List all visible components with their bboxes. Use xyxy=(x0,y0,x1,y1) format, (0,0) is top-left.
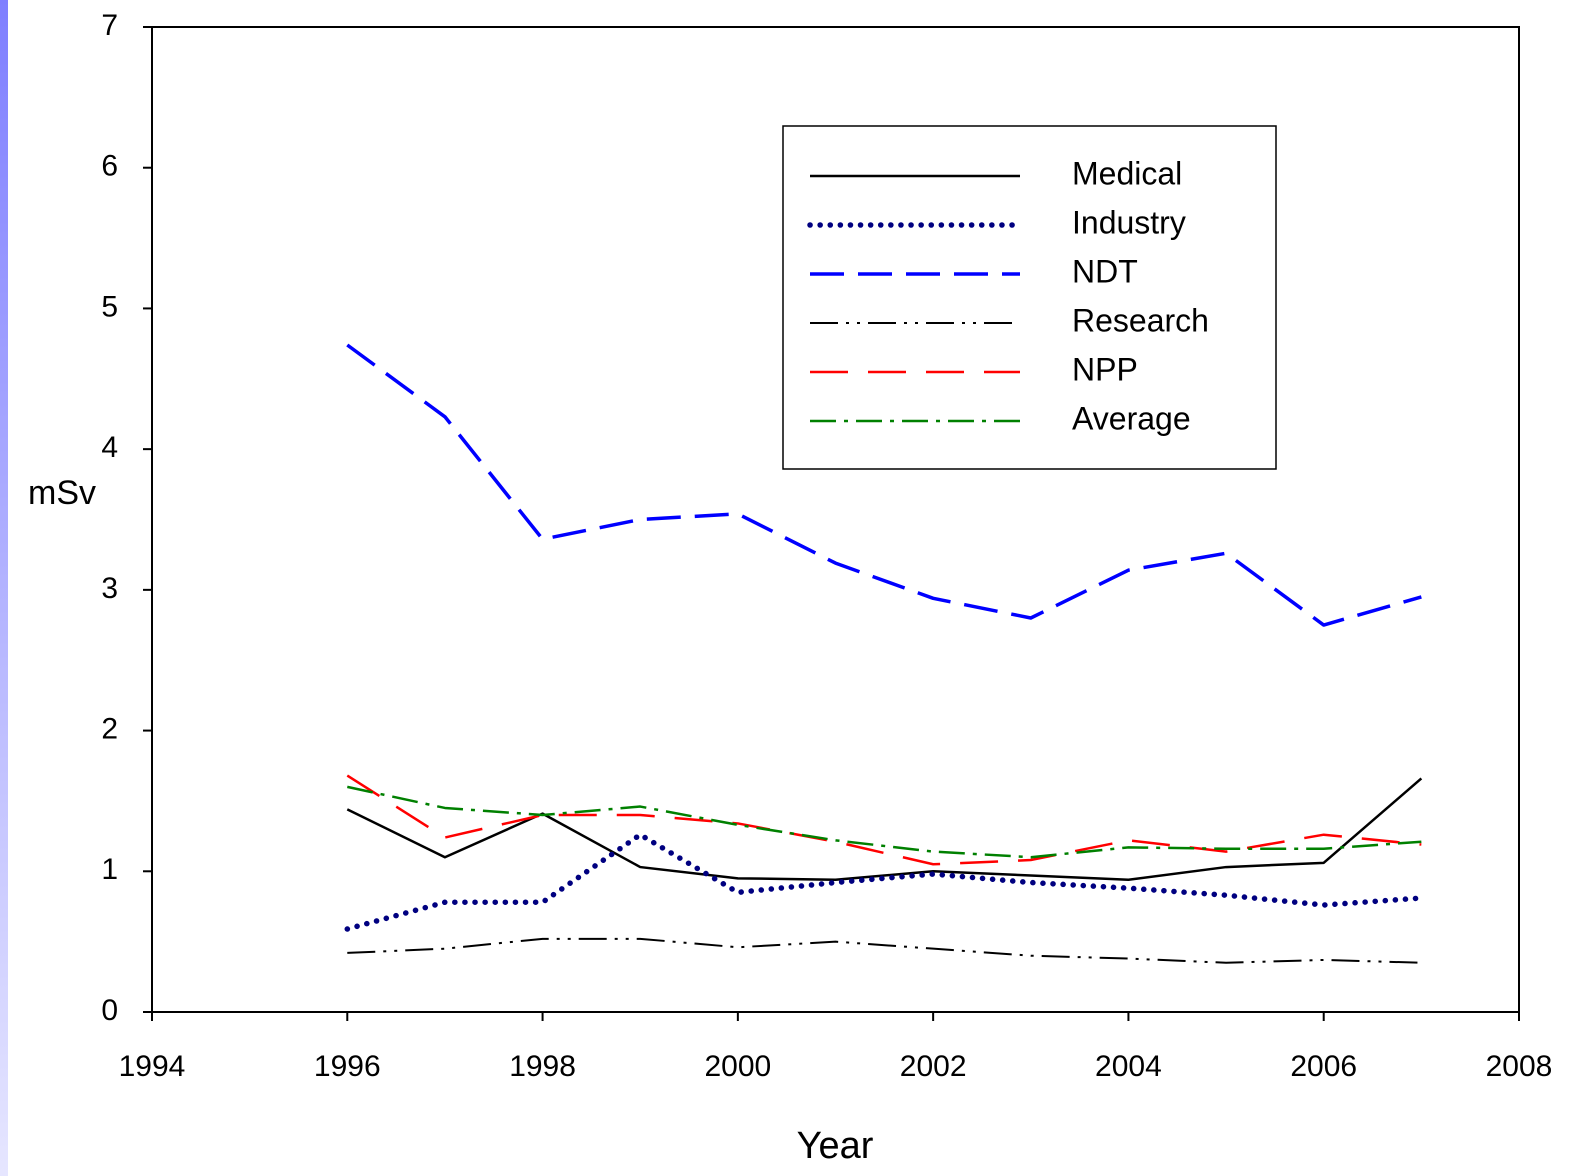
legend-label: NDT xyxy=(1072,253,1138,289)
series-line xyxy=(346,774,1422,866)
y-tick-label: 3 xyxy=(101,572,118,605)
series-line xyxy=(344,831,1425,932)
x-tick-label: 1994 xyxy=(119,1050,186,1083)
series-line xyxy=(347,785,1422,859)
legend-label: Medical xyxy=(1072,155,1182,191)
y-tick-label: 6 xyxy=(101,150,118,183)
y-tick-label: 7 xyxy=(101,9,118,42)
y-tick-label: 2 xyxy=(101,712,118,745)
x-tick-label: 2002 xyxy=(900,1050,967,1083)
series-line xyxy=(346,777,1423,881)
series-line xyxy=(347,937,1422,964)
legend-box xyxy=(782,125,1277,470)
y-tick-label: 1 xyxy=(101,853,118,886)
series-line xyxy=(346,343,1422,627)
y-axis-label: mSv xyxy=(28,474,96,512)
plot-frame xyxy=(151,26,1520,1013)
legend-label: NPP xyxy=(1072,351,1138,387)
x-tick-label: 2000 xyxy=(704,1050,771,1083)
y-tick-label: 5 xyxy=(101,290,118,323)
x-tick-label: 2008 xyxy=(1486,1050,1553,1083)
x-tick-label: 2004 xyxy=(1095,1050,1162,1083)
legend-label: Research xyxy=(1072,302,1209,338)
y-tick-label: 0 xyxy=(101,994,118,1027)
x-tick-label: 2006 xyxy=(1290,1050,1357,1083)
y-tick-label: 4 xyxy=(101,431,118,464)
legend-label: Industry xyxy=(1072,204,1186,240)
side-strip xyxy=(0,0,8,1176)
legend-label: Average xyxy=(1072,400,1191,436)
x-axis-label: Year xyxy=(797,1125,874,1167)
x-tick-label: 1998 xyxy=(509,1050,576,1083)
x-tick-label: 1996 xyxy=(314,1050,381,1083)
